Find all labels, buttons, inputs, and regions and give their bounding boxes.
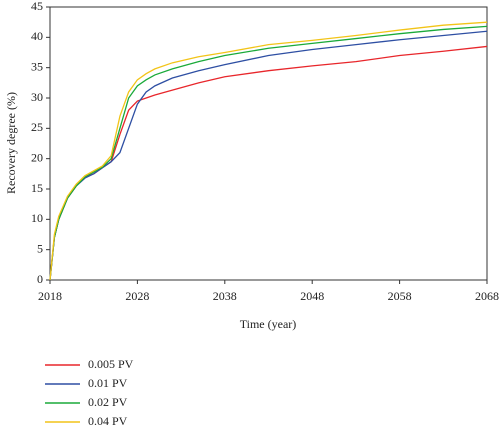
series-line [49,25,488,281]
x-tick-label: 2038 [213,289,237,303]
series-line [49,21,488,281]
legend-label: 0.005 PV [88,357,134,371]
y-tick-label: 30 [31,90,43,104]
y-axis-label: Recovery degree (%) [4,92,18,194]
y-tick-label: 40 [31,29,43,43]
y-tick-label: 45 [31,0,43,13]
x-axis-label: Time (year) [240,317,297,331]
y-tick-label: 25 [31,120,43,134]
x-tick-label: 2018 [38,289,62,303]
x-tick-label: 2028 [125,289,149,303]
legend-label: 0.02 PV [88,395,128,409]
y-tick-label: 10 [31,211,43,225]
y-tick-label: 20 [31,150,43,164]
plot-frame [49,6,488,281]
y-tick-label: 0 [37,272,43,286]
series-line [49,30,488,281]
x-tick-label: 2058 [388,289,412,303]
y-tick-label: 5 [37,241,43,255]
y-tick-label: 15 [31,181,43,195]
x-tick-label: 2048 [300,289,324,303]
y-tick-label: 35 [31,59,43,73]
series-line [49,45,488,281]
legend-label: 0.04 PV [88,414,128,428]
legend-label: 0.01 PV [88,376,128,390]
x-tick-label: 2068 [475,289,499,303]
